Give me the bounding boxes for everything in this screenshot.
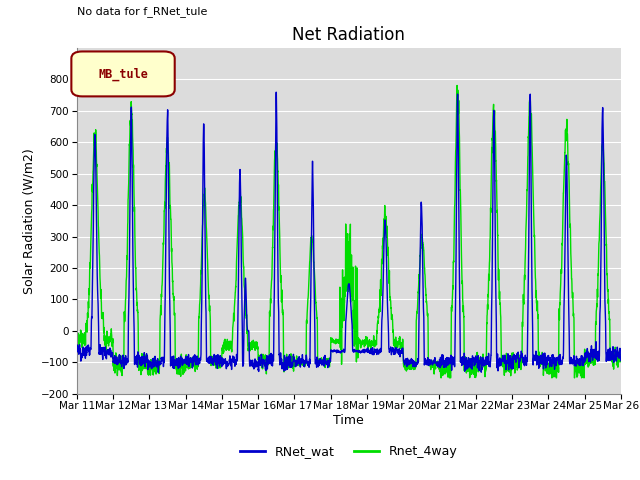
FancyBboxPatch shape (72, 51, 175, 96)
Text: MB_tule: MB_tule (98, 67, 148, 81)
Legend: RNet_wat, Rnet_4way: RNet_wat, Rnet_4way (235, 440, 463, 463)
Y-axis label: Solar Radiation (W/m2): Solar Radiation (W/m2) (22, 148, 35, 294)
Title: Net Radiation: Net Radiation (292, 25, 405, 44)
Text: No data for f_RNet_tule: No data for f_RNet_tule (77, 7, 207, 17)
X-axis label: Time: Time (333, 414, 364, 427)
